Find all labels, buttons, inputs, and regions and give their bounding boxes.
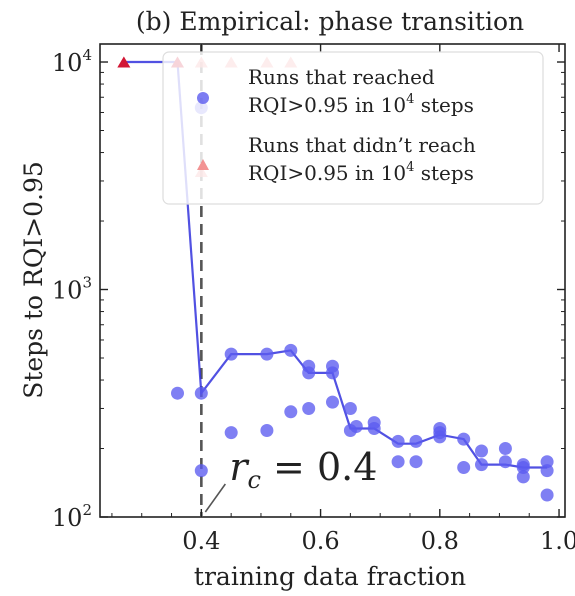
legend-label-reached-line2: RQI>0.95 in 104 steps (248, 92, 474, 117)
legend: Runs that reached RQI>0.95 in 104 steps … (162, 51, 544, 205)
plot-frame (99, 43, 566, 518)
data-point-reached (457, 461, 471, 474)
y-tick-label-exp: 2 (82, 501, 92, 519)
legend-label-not-reached-line2: RQI>0.95 in 104 steps (248, 160, 474, 185)
data-point-highlight (117, 56, 131, 68)
data-point-reached (224, 426, 238, 440)
chart-title: (b) Empirical: phase transition (136, 7, 524, 36)
x-tick-label: 0.6 (301, 527, 339, 555)
data-point-reached (475, 444, 488, 458)
y-tick-label-exp: 3 (82, 274, 92, 292)
y-tick-label-base: 10 (52, 277, 83, 305)
data-point-reached (260, 347, 274, 361)
annotation-tail: = 0.4 (261, 445, 377, 489)
data-point-reached (194, 386, 208, 400)
legend-label-reached-line1: Runs that reached (248, 65, 435, 89)
annotation-base: r (229, 445, 250, 489)
data-point-reached (391, 434, 405, 448)
data-point-reached (391, 455, 405, 469)
data-point-reached (171, 386, 184, 400)
data-point-reached (516, 461, 530, 474)
legend-label-not-reached-line1: Runs that didn’t reach (248, 133, 476, 157)
annotation-layer: rc = 0.4 (204, 445, 377, 513)
data-point-reached (498, 442, 512, 455)
legend-label-reached-exp: 4 (406, 92, 414, 107)
y-axis-label: Steps to RQI>0.95 (19, 161, 48, 399)
data-point-reached (433, 430, 447, 444)
legend-label-not-reached-exp: 4 (406, 160, 414, 175)
data-point-reached (516, 470, 530, 484)
data-point-reached (343, 402, 357, 415)
data-point-reached (409, 434, 423, 448)
y-tick-label: 103 (52, 274, 92, 305)
legend-label-reached-tail: steps (414, 93, 474, 117)
data-point-reached (194, 464, 208, 478)
data-point-reached (540, 455, 554, 469)
legend-label-not-reached-base: RQI>0.95 in 10 (248, 161, 406, 185)
x-axis-label: training data fraction (194, 562, 466, 591)
data-point-reached (302, 366, 316, 380)
data-point-reached (260, 424, 274, 437)
legend-label-reached-base: RQI>0.95 in 10 (248, 93, 406, 117)
legend-marker-reached (197, 92, 209, 104)
data-point-reached (457, 432, 471, 446)
data-point-reached (326, 395, 339, 409)
data-point-reached (302, 402, 316, 415)
y-tick-label-base: 10 (52, 49, 83, 77)
data-point-reached (349, 420, 363, 433)
x-tick-label: 0.4 (182, 527, 220, 555)
data-point-reached (367, 422, 381, 435)
x-tick-label: 1.0 (540, 527, 575, 555)
data-point-reached (326, 366, 339, 380)
legend-label-not-reached-tail: steps (414, 161, 474, 185)
annotation-pointer (204, 483, 226, 513)
data-point-reached (475, 458, 488, 472)
data-point-reached (498, 455, 512, 469)
data-point-reached (540, 464, 554, 478)
data-point-reached (284, 343, 298, 357)
data-point-reached (409, 455, 423, 469)
data-point-reached (224, 347, 238, 361)
critical-fraction-label: rc = 0.4 (229, 445, 377, 494)
y-tick-label-exp: 4 (82, 46, 92, 64)
data-point-reached (540, 488, 554, 502)
data-point-reached (284, 405, 298, 419)
y-tick-label-base: 10 (52, 504, 83, 532)
annotation-sub: c (248, 466, 261, 494)
x-tick-label: 0.8 (421, 527, 459, 555)
y-tick-label: 104 (52, 46, 92, 77)
legend-marker-not-reached (197, 159, 209, 170)
y-tick-label: 102 (52, 501, 92, 532)
legend-box (162, 51, 544, 205)
